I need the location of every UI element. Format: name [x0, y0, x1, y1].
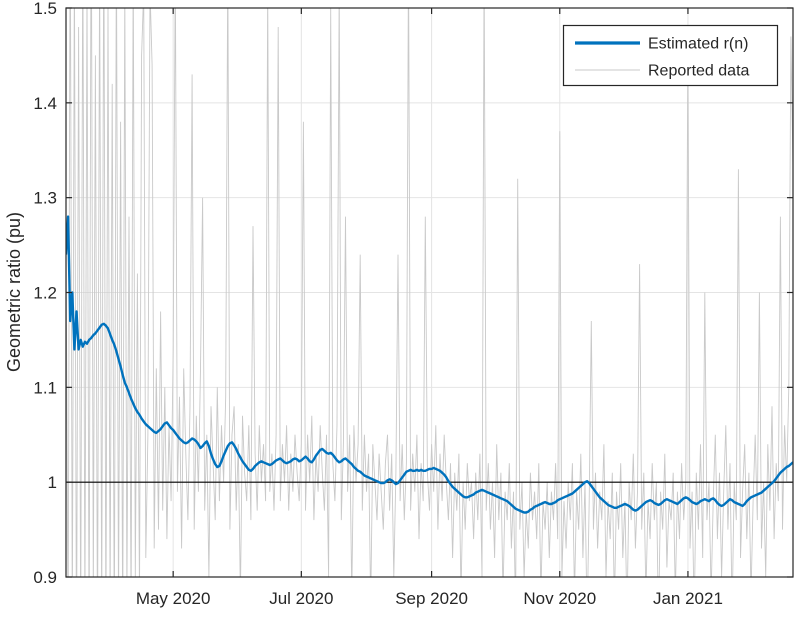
y-tick-label: 1.1: [33, 378, 57, 397]
y-tick-label: 1.5: [33, 0, 57, 18]
legend: Estimated r(n) Reported data: [562, 24, 779, 87]
axes-layer: [65, 7, 794, 578]
labels-layer: Geometric ratio (pu) 0.9 1 1.1 1.2 1.3 1.4 1.5…: [4, 0, 723, 608]
y-tick-label: 1.4: [33, 94, 57, 113]
x-tick-label: Jul 2020: [269, 589, 333, 608]
series-layer: [66, 8, 793, 577]
grid-layer: [66, 8, 793, 577]
y-axis-label: Geometric ratio (pu): [4, 212, 24, 372]
x-tick-label: Nov 2020: [523, 589, 596, 608]
y-tick-label: 1: [48, 473, 57, 492]
legend-entry-label: Reported data: [648, 63, 750, 80]
estimated-rn-line: [66, 215, 793, 514]
x-tick-label: May 2020: [136, 589, 211, 608]
y-tick-label: 0.9: [33, 568, 57, 587]
x-tick-label: Jan 2021: [653, 589, 723, 608]
y-tick-label: 1.3: [33, 189, 57, 208]
legend-entry-label: Estimated r(n): [648, 36, 748, 53]
x-tick-label: Sep 2020: [395, 589, 468, 608]
y-tick-label: 1.2: [33, 284, 57, 303]
legend-box: [562, 24, 779, 87]
reported-data-line: [66, 8, 793, 577]
